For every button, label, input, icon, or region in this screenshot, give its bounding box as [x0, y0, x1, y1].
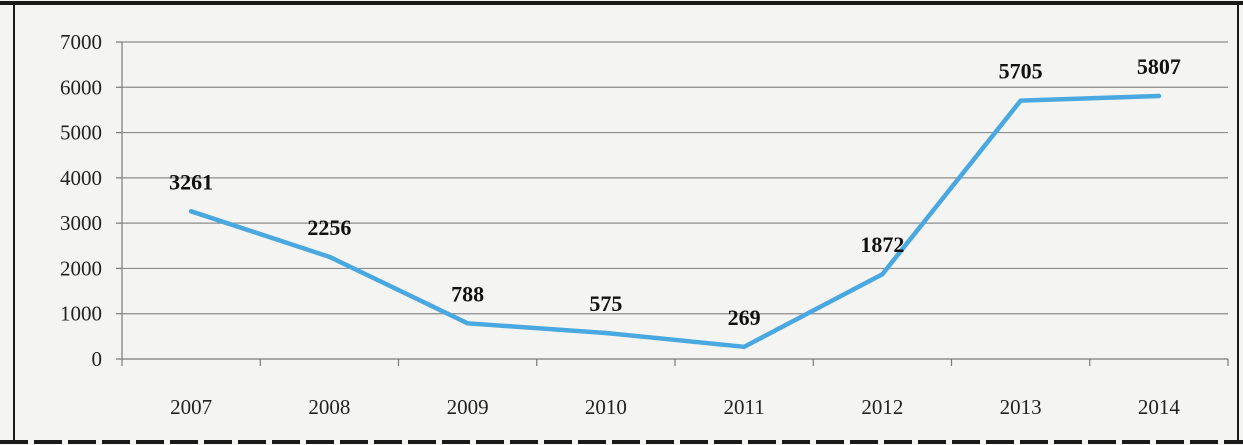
data-label-2007: 3261	[169, 169, 213, 194]
data-point-2011	[741, 344, 747, 350]
y-tick-label: 1000	[60, 302, 102, 326]
y-tick-label: 4000	[60, 166, 102, 190]
data-point-2012	[880, 272, 885, 277]
data-point-2009	[465, 321, 470, 326]
x-tick-label: 2007	[170, 395, 212, 419]
x-tick-label: 2010	[585, 395, 627, 419]
data-point-2007	[188, 209, 194, 214]
x-tick-label: 2014	[1138, 395, 1181, 419]
data-label-2013: 5705	[999, 59, 1043, 84]
y-tick-label: 6000	[60, 75, 102, 99]
y-tick-label: 3000	[60, 211, 102, 235]
data-point-2014	[1156, 93, 1162, 99]
x-tick-label: 2009	[447, 395, 489, 419]
data-label-2014: 5807	[1137, 54, 1181, 79]
x-tick-label: 2012	[861, 395, 903, 419]
data-label-2008: 2256	[307, 215, 351, 240]
data-label-2009: 788	[451, 281, 484, 306]
y-tick-label: 0	[92, 347, 103, 371]
data-point-2010	[603, 330, 609, 336]
data-point-2013	[1018, 98, 1023, 103]
x-tick-label: 2011	[724, 395, 765, 419]
y-tick-label: 7000	[60, 30, 102, 54]
data-label-2012: 1872	[860, 232, 904, 257]
y-tick-label: 2000	[60, 256, 102, 280]
data-point-2008	[327, 254, 332, 260]
data-label-2011: 269	[728, 305, 761, 330]
data-label-2010: 575	[589, 291, 622, 316]
x-tick-label: 2008	[308, 395, 350, 419]
series-line	[188, 93, 1162, 350]
y-tick-label: 5000	[60, 121, 102, 145]
x-tick-label: 2013	[1000, 395, 1042, 419]
